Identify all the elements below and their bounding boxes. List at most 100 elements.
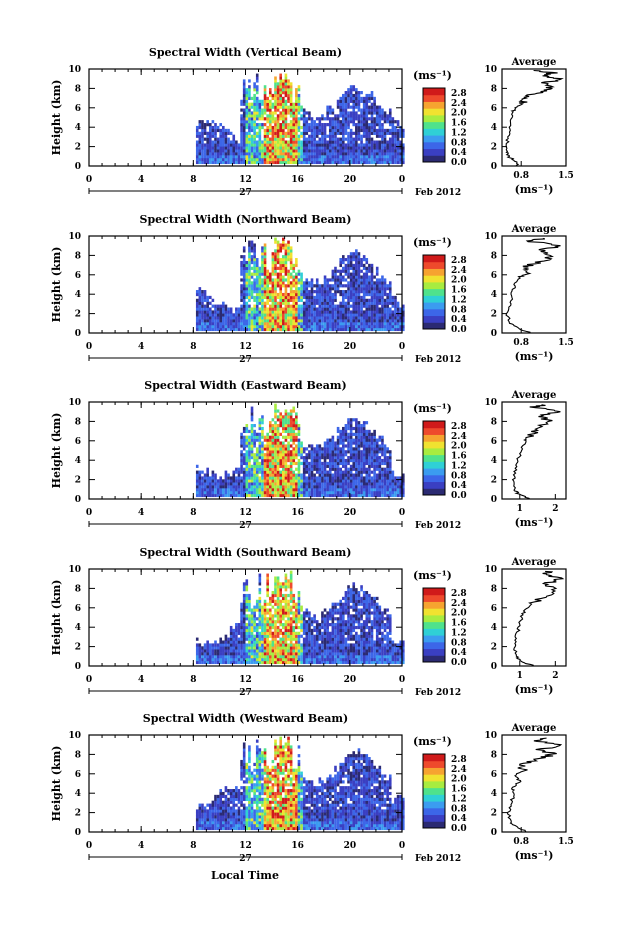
cell xyxy=(250,424,254,428)
cell xyxy=(258,490,262,495)
cell xyxy=(375,490,379,495)
cell xyxy=(261,450,264,454)
cell xyxy=(355,258,358,262)
cell xyxy=(268,140,272,144)
cell xyxy=(321,157,324,162)
cell xyxy=(362,482,366,486)
cell xyxy=(266,295,269,300)
cell xyxy=(381,108,384,112)
cell xyxy=(282,415,285,419)
cell xyxy=(284,269,288,273)
cell xyxy=(365,473,369,477)
cell xyxy=(292,432,296,436)
cell xyxy=(250,435,254,439)
cell xyxy=(368,99,371,103)
cell xyxy=(263,243,267,247)
cell xyxy=(295,275,298,279)
cell xyxy=(274,272,277,276)
cell xyxy=(339,310,342,314)
cell xyxy=(284,453,288,457)
cell xyxy=(235,625,238,630)
cell xyxy=(368,453,371,457)
cell xyxy=(365,482,369,486)
cell xyxy=(295,418,298,422)
cell xyxy=(276,447,280,451)
cell xyxy=(362,290,366,294)
cell xyxy=(305,295,309,300)
cell xyxy=(318,290,322,294)
cell xyxy=(222,125,225,130)
cell xyxy=(242,278,246,282)
cell xyxy=(352,102,356,106)
cell xyxy=(349,260,353,265)
cell xyxy=(206,655,209,659)
cell xyxy=(342,105,345,109)
cell xyxy=(300,290,303,294)
cell xyxy=(250,281,254,285)
cell xyxy=(310,470,314,474)
cell xyxy=(297,149,301,153)
cell xyxy=(297,278,301,282)
cell xyxy=(279,447,283,451)
cell xyxy=(349,421,353,425)
cell xyxy=(245,301,249,305)
cell xyxy=(206,649,209,653)
cell xyxy=(399,324,402,329)
cell xyxy=(323,485,327,489)
cell xyxy=(289,324,293,329)
cell xyxy=(334,313,337,317)
cell xyxy=(201,128,204,133)
cell xyxy=(336,275,340,279)
cell xyxy=(195,488,199,492)
cell xyxy=(224,322,228,326)
cell xyxy=(315,444,319,448)
cell xyxy=(284,438,288,442)
cell xyxy=(373,290,376,294)
cell xyxy=(355,429,358,434)
cell xyxy=(271,120,275,124)
cell xyxy=(292,275,296,279)
cell xyxy=(318,137,322,141)
cell xyxy=(360,479,363,483)
cell xyxy=(315,134,319,138)
cell xyxy=(201,324,204,329)
cell xyxy=(321,453,324,457)
cell xyxy=(321,152,324,156)
cell xyxy=(347,111,350,115)
cell xyxy=(232,649,236,653)
cell xyxy=(357,482,361,486)
cell xyxy=(222,646,225,650)
cell xyxy=(357,313,361,317)
colorbar-swatch xyxy=(423,461,445,469)
cell xyxy=(263,91,267,95)
cell xyxy=(360,281,363,285)
cell xyxy=(255,467,259,471)
cell xyxy=(235,657,238,662)
cell xyxy=(271,322,275,326)
cell xyxy=(255,322,259,326)
cell xyxy=(321,467,324,471)
cell xyxy=(368,327,371,332)
colorbar-swatch xyxy=(423,94,445,102)
cell xyxy=(323,287,327,291)
colorbar-tick-label: 0.4 xyxy=(451,481,467,491)
cell xyxy=(287,292,290,297)
cell xyxy=(378,111,382,115)
cell xyxy=(219,476,223,480)
cell xyxy=(347,324,350,329)
cell xyxy=(328,140,332,144)
cell xyxy=(357,128,361,133)
cell xyxy=(287,307,290,311)
cell xyxy=(368,292,371,297)
cell xyxy=(344,301,348,305)
cell xyxy=(287,160,290,165)
cell xyxy=(227,324,230,329)
cell xyxy=(253,140,256,144)
cell xyxy=(274,409,277,413)
cell xyxy=(206,131,209,135)
cell xyxy=(248,461,251,466)
cell xyxy=(271,316,275,320)
cell xyxy=(305,470,309,474)
cell xyxy=(203,316,207,320)
cell xyxy=(235,324,238,329)
